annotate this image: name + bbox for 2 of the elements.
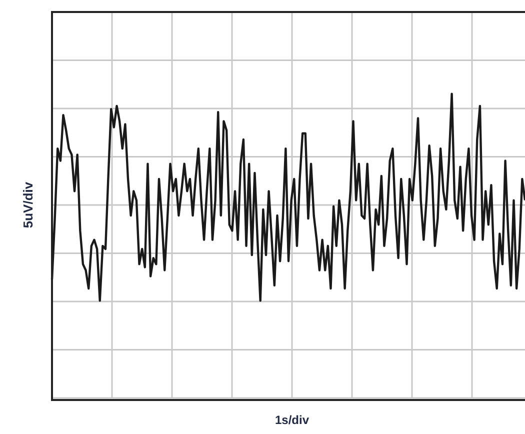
- y-axis-title: 5uV/div: [20, 182, 36, 228]
- x-axis-title: 1s/div: [274, 413, 310, 427]
